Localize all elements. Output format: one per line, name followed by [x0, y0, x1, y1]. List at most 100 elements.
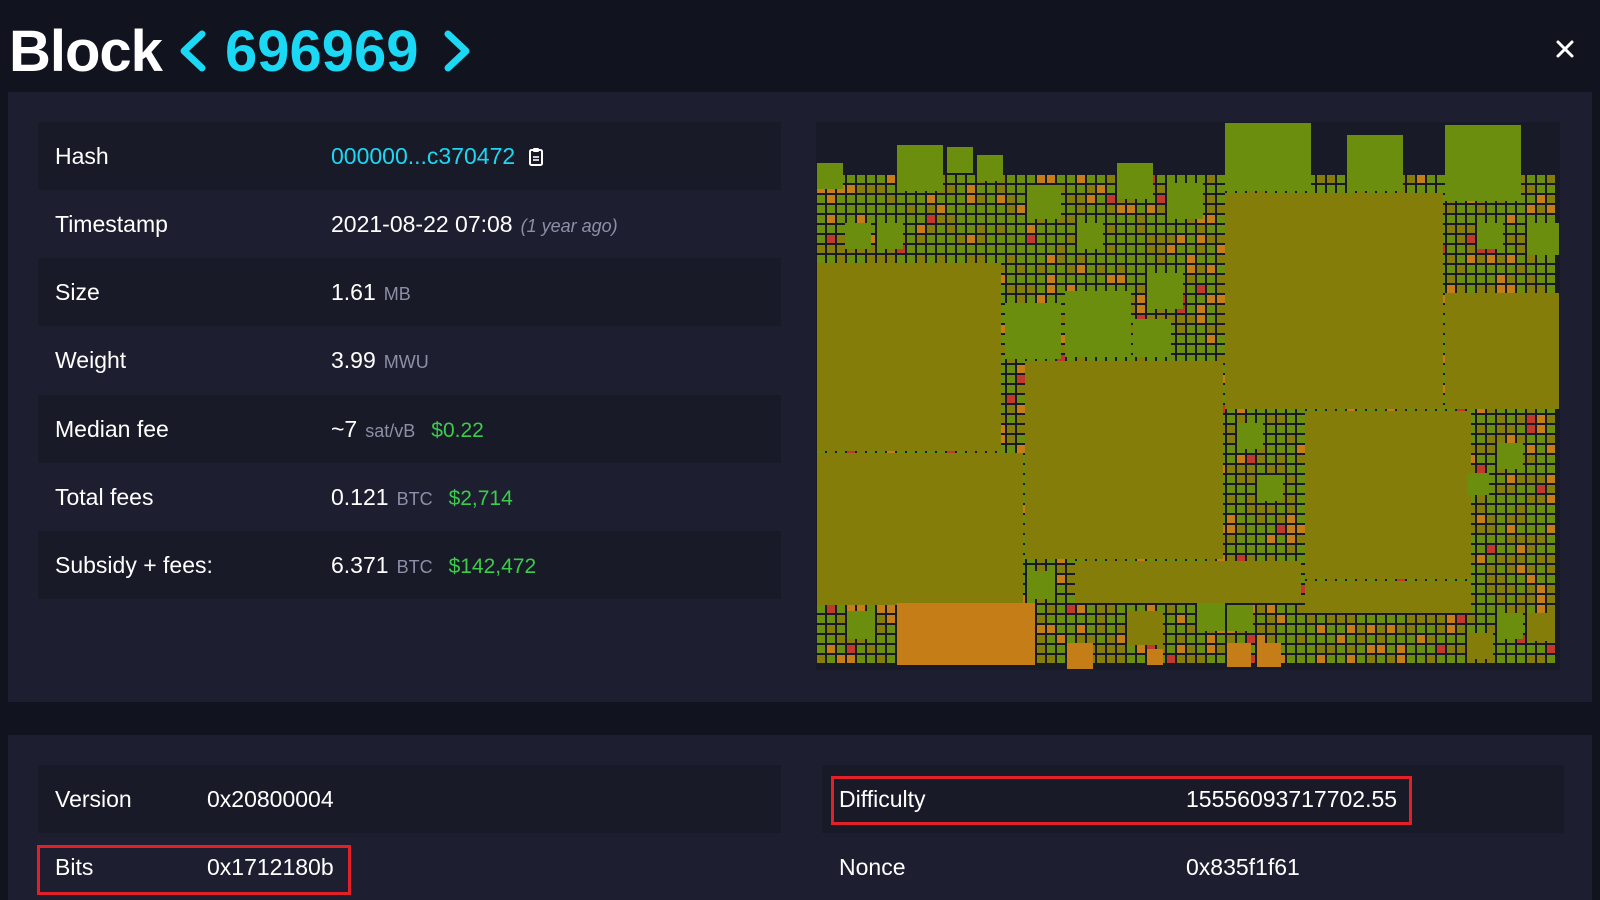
transaction-tile[interactable]	[1057, 655, 1065, 663]
transaction-tile[interactable]	[1497, 265, 1505, 273]
transaction-tile[interactable]	[1107, 625, 1115, 633]
transaction-tile[interactable]	[947, 185, 955, 193]
transaction-tile[interactable]	[1477, 605, 1485, 613]
transaction-tile[interactable]	[1097, 265, 1105, 273]
transaction-tile[interactable]	[1547, 605, 1555, 613]
transaction-tile[interactable]	[1177, 325, 1185, 333]
transaction-tile[interactable]	[1267, 635, 1275, 643]
transaction-tile[interactable]	[1057, 605, 1065, 613]
transaction-tile[interactable]	[1337, 175, 1345, 183]
transaction-tile[interactable]	[1077, 285, 1085, 293]
transaction-tile[interactable]	[1267, 535, 1275, 543]
transaction-block[interactable]	[1227, 643, 1251, 667]
transaction-tile[interactable]	[1547, 505, 1555, 513]
transaction-tile[interactable]	[1037, 645, 1045, 653]
transaction-tile[interactable]	[1207, 255, 1215, 263]
transaction-tile[interactable]	[1517, 585, 1525, 593]
transaction-tile[interactable]	[877, 255, 885, 263]
transaction-block[interactable]	[1527, 613, 1555, 641]
transaction-tile[interactable]	[1087, 615, 1095, 623]
transaction-tile[interactable]	[1447, 255, 1455, 263]
transaction-tile[interactable]	[967, 195, 975, 203]
transaction-tile[interactable]	[1297, 615, 1305, 623]
transaction-tile[interactable]	[1527, 475, 1535, 483]
transaction-tile[interactable]	[1397, 645, 1405, 653]
transaction-tile[interactable]	[987, 185, 995, 193]
transaction-tile[interactable]	[1347, 655, 1355, 663]
transaction-tile[interactable]	[1027, 265, 1035, 273]
transaction-tile[interactable]	[1057, 225, 1065, 233]
transaction-tile[interactable]	[957, 175, 965, 183]
transaction-tile[interactable]	[1527, 275, 1535, 283]
transaction-tile[interactable]	[1147, 235, 1155, 243]
transaction-tile[interactable]	[947, 195, 955, 203]
transaction-tile[interactable]	[1327, 615, 1335, 623]
transaction-tile[interactable]	[1017, 445, 1025, 453]
transaction-tile[interactable]	[977, 195, 985, 203]
transaction-tile[interactable]	[1157, 355, 1165, 363]
transaction-tile[interactable]	[1017, 285, 1025, 293]
transaction-tile[interactable]	[1447, 205, 1455, 213]
transaction-tile[interactable]	[1297, 605, 1305, 613]
transaction-tile[interactable]	[1017, 395, 1025, 403]
transaction-tile[interactable]	[1477, 205, 1485, 213]
transaction-tile[interactable]	[1307, 645, 1315, 653]
transaction-tile[interactable]	[1187, 355, 1195, 363]
transaction-tile[interactable]	[1487, 515, 1495, 523]
transaction-tile[interactable]	[1547, 495, 1555, 503]
transaction-tile[interactable]	[1297, 435, 1305, 443]
transaction-tile[interactable]	[1117, 205, 1125, 213]
transaction-block[interactable]	[1147, 649, 1163, 665]
transaction-tile[interactable]	[1537, 575, 1545, 583]
transaction-tile[interactable]	[1027, 225, 1035, 233]
transaction-tile[interactable]	[1477, 285, 1485, 293]
transaction-tile[interactable]	[1487, 455, 1495, 463]
transaction-tile[interactable]	[1547, 195, 1555, 203]
transaction-tile[interactable]	[857, 185, 865, 193]
transaction-tile[interactable]	[907, 245, 915, 253]
transaction-tile[interactable]	[1037, 655, 1045, 663]
transaction-tile[interactable]	[907, 255, 915, 263]
transaction-block[interactable]	[847, 611, 875, 639]
transaction-tile[interactable]	[827, 215, 835, 223]
transaction-tile[interactable]	[1347, 645, 1355, 653]
transaction-tile[interactable]	[1037, 235, 1045, 243]
transaction-tile[interactable]	[1317, 625, 1325, 633]
transaction-tile[interactable]	[1407, 175, 1415, 183]
transaction-tile[interactable]	[1287, 635, 1295, 643]
transaction-tile[interactable]	[1107, 235, 1115, 243]
transaction-tile[interactable]	[1397, 635, 1405, 643]
transaction-tile[interactable]	[1547, 425, 1555, 433]
transaction-tile[interactable]	[977, 255, 985, 263]
transaction-tile[interactable]	[1237, 515, 1245, 523]
transaction-tile[interactable]	[827, 615, 835, 623]
transaction-tile[interactable]	[897, 255, 905, 263]
transaction-tile[interactable]	[1547, 545, 1555, 553]
transaction-tile[interactable]	[1187, 245, 1195, 253]
transaction-tile[interactable]	[1507, 415, 1515, 423]
transaction-tile[interactable]	[1547, 205, 1555, 213]
transaction-block[interactable]	[897, 603, 1035, 665]
transaction-tile[interactable]	[1467, 215, 1475, 223]
transaction-tile[interactable]	[1167, 355, 1175, 363]
transaction-tile[interactable]	[1097, 205, 1105, 213]
transaction-tile[interactable]	[1287, 655, 1295, 663]
transaction-block[interactable]	[1467, 473, 1489, 495]
transaction-tile[interactable]	[1477, 465, 1485, 473]
transaction-tile[interactable]	[967, 215, 975, 223]
transaction-tile[interactable]	[1277, 445, 1285, 453]
transaction-tile[interactable]	[1157, 195, 1165, 203]
transaction-tile[interactable]	[1217, 645, 1225, 653]
transaction-tile[interactable]	[1527, 565, 1535, 573]
transaction-tile[interactable]	[1207, 325, 1215, 333]
transaction-tile[interactable]	[1257, 615, 1265, 623]
transaction-tile[interactable]	[997, 245, 1005, 253]
transaction-tile[interactable]	[1037, 265, 1045, 273]
transaction-tile[interactable]	[967, 245, 975, 253]
transaction-tile[interactable]	[1077, 605, 1085, 613]
transaction-tile[interactable]	[1157, 185, 1165, 193]
transaction-tile[interactable]	[1527, 585, 1535, 593]
transaction-tile[interactable]	[1477, 495, 1485, 503]
transaction-tile[interactable]	[1287, 475, 1295, 483]
transaction-tile[interactable]	[1167, 255, 1175, 263]
